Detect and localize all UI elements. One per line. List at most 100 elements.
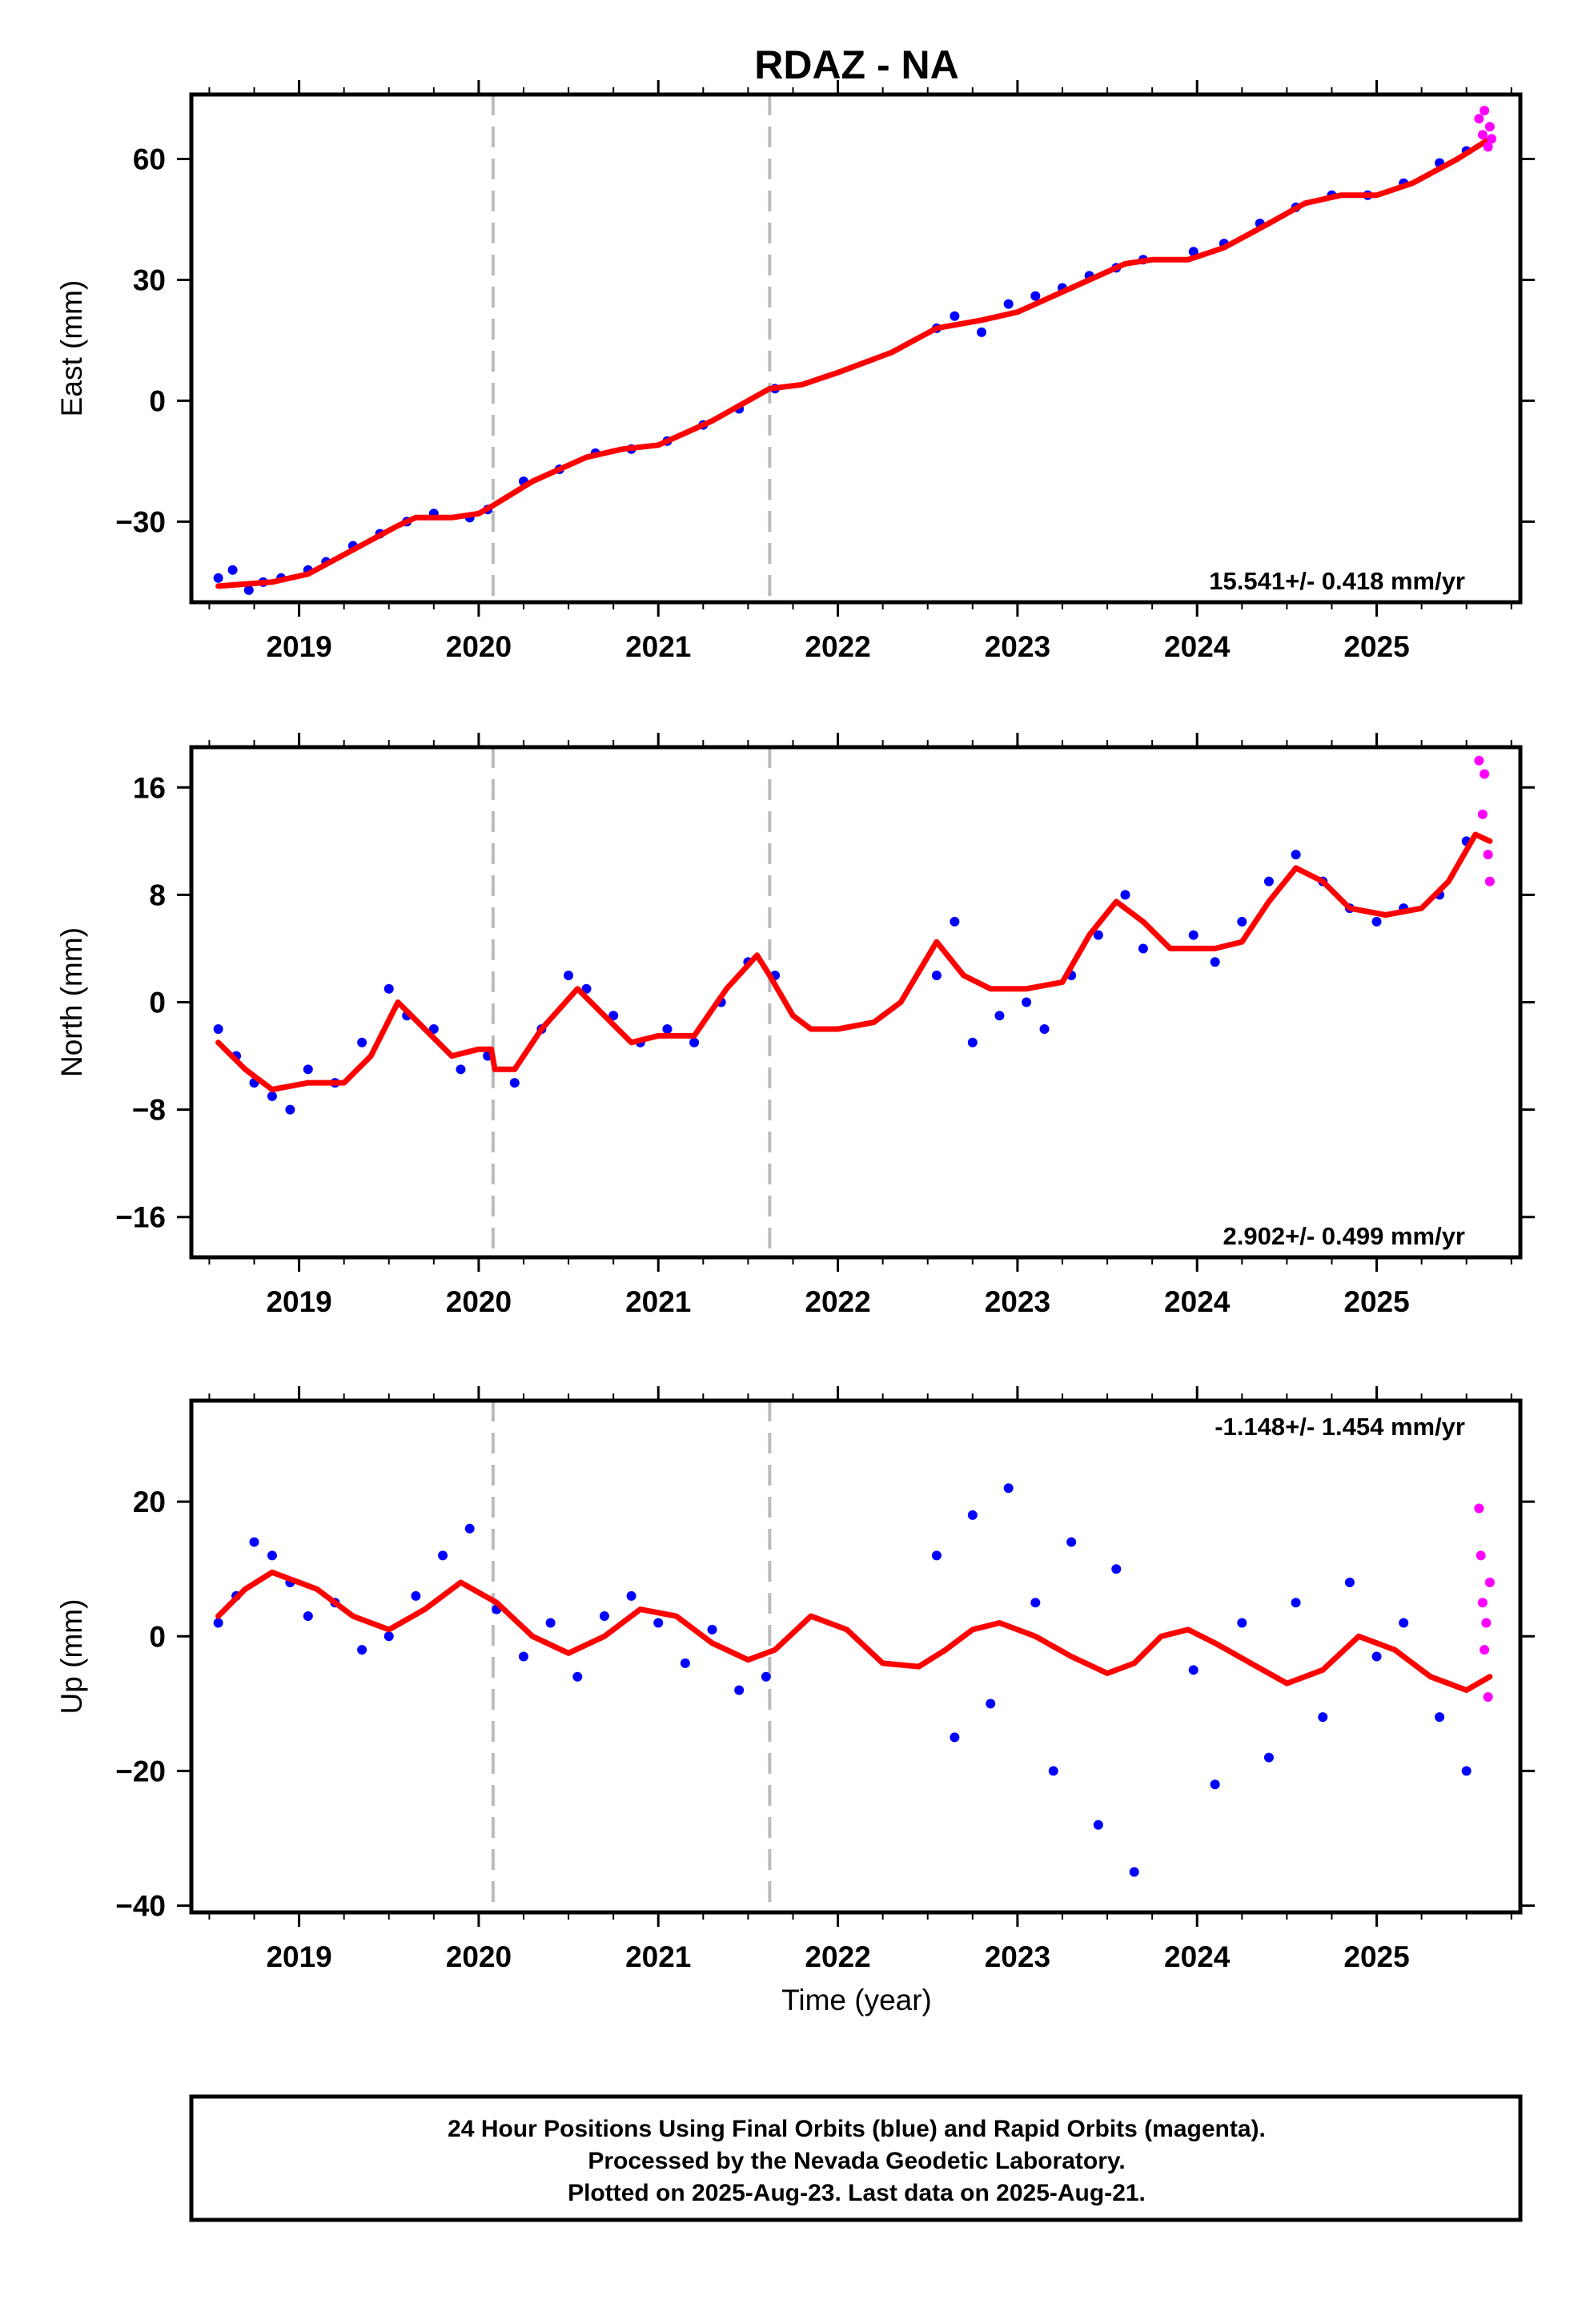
north-final-point: [1188, 930, 1199, 940]
up-final-point: [967, 1510, 978, 1520]
up-final-point: [249, 1537, 259, 1547]
up-final-point: [572, 1671, 583, 1682]
up-final-point: [464, 1523, 475, 1534]
up-rapid-point: [1481, 1618, 1492, 1628]
north-rapid-points: [1474, 755, 1495, 887]
up-x-tick-label: 2024: [1164, 1940, 1231, 1973]
up-final-point: [1030, 1598, 1041, 1608]
east-x-tick-label: 2024: [1164, 630, 1231, 663]
north-final-point: [509, 1078, 520, 1088]
up-final-point: [267, 1550, 277, 1561]
up-final-point: [1048, 1766, 1058, 1776]
north-y-tick-label: −8: [132, 1094, 166, 1127]
north-y-tick-label: 0: [149, 987, 166, 1019]
east-rapid-point: [1484, 122, 1495, 132]
up-final-point: [1210, 1779, 1220, 1790]
up-final-point: [1129, 1867, 1139, 1877]
north-final-point: [1210, 957, 1220, 967]
north-final-point: [357, 1037, 367, 1047]
east-rapid-point: [1480, 106, 1490, 116]
north-panel: 2019 2020 2021 2022 2023 2024 2025 16 8 0 −8 −16 Nor…: [55, 733, 1535, 1318]
up-rapid-point: [1483, 1691, 1493, 1702]
north-y-tick-label: 8: [149, 879, 166, 911]
north-final-point: [285, 1104, 295, 1115]
north-final-point: [456, 1064, 466, 1075]
east-panel: 2019 2020 2021 2022 2023 2024 2025 60 30 0 −30 East…: [55, 80, 1535, 663]
up-rapid-point: [1480, 1645, 1490, 1655]
up-x-tick-label: 2021: [625, 1940, 691, 1973]
up-rapid-point: [1484, 1578, 1495, 1588]
north-final-points: [213, 836, 1472, 1115]
up-x-tick-label: 2023: [985, 1940, 1050, 1973]
north-frame: [189, 745, 1523, 1260]
up-final-point: [599, 1611, 609, 1622]
north-final-point: [1039, 1024, 1050, 1035]
up-final-point: [653, 1618, 664, 1628]
north-rapid-point: [1480, 769, 1490, 779]
up-final-point: [1188, 1665, 1199, 1675]
east-y-tick-label: 0: [149, 384, 166, 417]
east-final-point: [243, 585, 254, 595]
up-final-point: [1371, 1651, 1382, 1662]
up-final-point: [213, 1618, 223, 1628]
north-final-point: [1263, 876, 1274, 887]
up-final-point: [761, 1671, 771, 1682]
north-final-point: [428, 1024, 439, 1035]
north-final-point: [1237, 916, 1247, 927]
up-y-tick-label: −20: [115, 1755, 166, 1787]
north-x-tick-label: 2021: [625, 1285, 691, 1318]
east-final-point: [977, 327, 987, 337]
up-y-tick-label: 0: [149, 1620, 166, 1653]
east-rapid-point: [1474, 114, 1484, 124]
east-x-tick-label: 2025: [1343, 630, 1409, 663]
up-model-line: [215, 1569, 1493, 1693]
footer-line-2: Processed by the Nevada Geodetic Laborat…: [588, 2148, 1125, 2174]
up-final-point: [1344, 1578, 1355, 1588]
up-x-tick-label: 2019: [266, 1940, 331, 1973]
east-rapid-point: [1483, 142, 1493, 152]
up-final-point: [1003, 1483, 1014, 1494]
east-final-point: [1188, 247, 1199, 257]
up-rate-label: -1.148+/- 1.454 mm/yr: [1215, 1413, 1465, 1441]
up-final-point: [519, 1651, 528, 1662]
up-final-point: [1435, 1712, 1445, 1723]
up-final-point: [383, 1631, 394, 1642]
east-rapid-point: [1477, 130, 1488, 140]
up-x-tick-label: 2020: [446, 1940, 512, 1973]
up-final-point: [1111, 1564, 1122, 1574]
up-x-tick-label: 2022: [805, 1940, 870, 1973]
up-final-point: [1291, 1598, 1301, 1608]
up-final-point: [1066, 1537, 1077, 1547]
north-x-tick-label: 2019: [266, 1285, 331, 1318]
up-final-point: [357, 1645, 367, 1655]
north-final-point: [931, 970, 942, 980]
east-final-point: [1030, 291, 1041, 301]
east-final-point: [227, 565, 238, 575]
north-final-point: [267, 1091, 277, 1101]
east-x-tick-label: 2021: [625, 630, 691, 663]
north-final-point: [303, 1064, 313, 1075]
east-model-line: [215, 135, 1493, 589]
up-final-point: [931, 1550, 942, 1561]
up-final-point: [1461, 1766, 1472, 1776]
up-final-point: [1318, 1712, 1328, 1723]
up-rapid-point: [1477, 1598, 1488, 1608]
up-y-tick-label: −40: [115, 1890, 166, 1923]
north-y-axis-label: North (mm): [55, 927, 88, 1077]
north-final-point: [689, 1037, 700, 1047]
up-y-axis-label: Up (mm): [55, 1599, 88, 1715]
east-rapid-point: [1487, 134, 1497, 144]
east-frame: [189, 92, 1523, 605]
north-rapid-point: [1484, 876, 1495, 887]
north-final-point: [994, 1011, 1005, 1021]
north-final-point: [383, 983, 394, 994]
north-model-line: [215, 831, 1493, 1092]
north-x-tick-label: 2025: [1343, 1285, 1409, 1318]
up-x-tick-label: 2025: [1343, 1940, 1409, 1973]
up-final-point: [1263, 1752, 1274, 1763]
up-final-point: [411, 1590, 421, 1601]
north-x-tick-label: 2024: [1164, 1285, 1231, 1318]
east-rapid-points: [1474, 106, 1497, 152]
north-final-point: [213, 1024, 223, 1035]
